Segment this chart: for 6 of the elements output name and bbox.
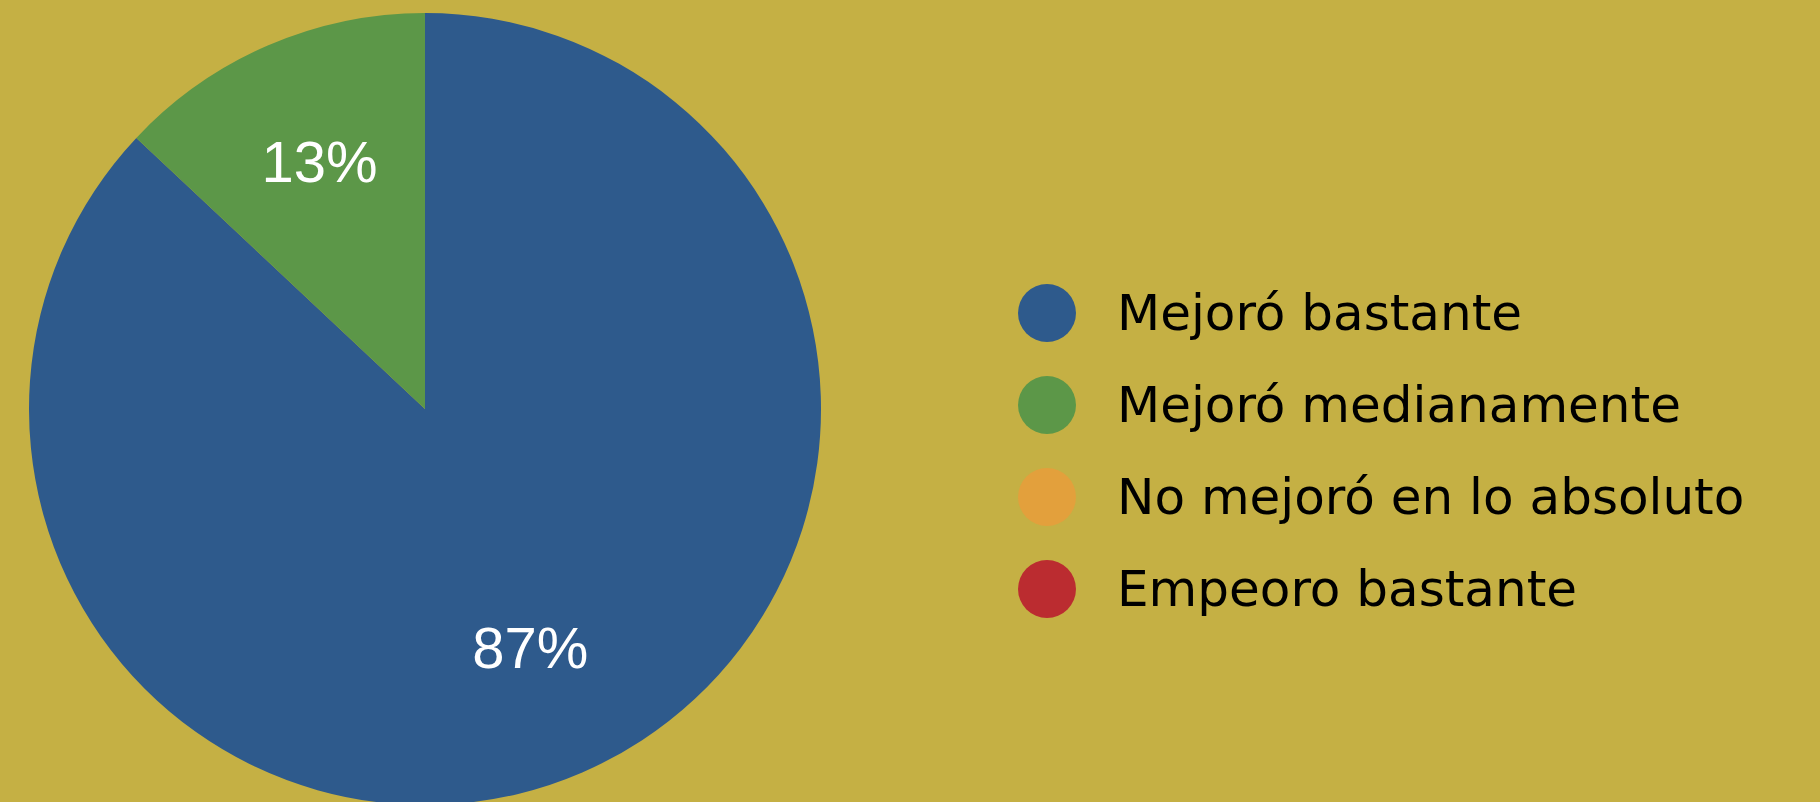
legend-label: Mejoró bastante bbox=[1117, 284, 1523, 342]
legend-label: No mejoró en lo absoluto bbox=[1117, 468, 1745, 526]
legend-label: Mejoró medianamente bbox=[1117, 376, 1681, 434]
data-label: 87% bbox=[472, 615, 589, 681]
legend-label: Empeoro bastante bbox=[1117, 560, 1578, 618]
data-label: 13% bbox=[261, 128, 378, 194]
